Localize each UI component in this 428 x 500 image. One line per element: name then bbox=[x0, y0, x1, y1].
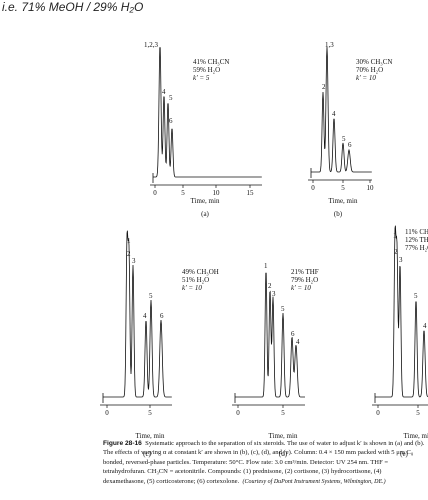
tick-label: 0 bbox=[236, 409, 240, 417]
condition: 21% THF bbox=[291, 268, 319, 276]
tick-label: 0 bbox=[153, 189, 157, 197]
axis-label: Time, min bbox=[329, 197, 358, 205]
condition: 49% CH₃OH bbox=[182, 268, 219, 276]
condition: 77% H₂O bbox=[405, 244, 428, 252]
peak-label: 4 bbox=[423, 322, 427, 330]
caption: Figure 28-16 Systematic approach to the … bbox=[103, 439, 425, 487]
peak-label: 4 bbox=[296, 338, 300, 346]
peak-label: 3 bbox=[399, 256, 403, 264]
condition: 70% H₂O bbox=[356, 66, 383, 74]
peak-label: 6 bbox=[169, 117, 173, 125]
peak-label: 1 bbox=[393, 232, 397, 240]
caption-credit: (Courtesy of DuPont Instrument Systems, … bbox=[242, 478, 386, 485]
panel-label: (a) bbox=[201, 210, 209, 218]
tick-label: 5 bbox=[341, 184, 345, 192]
condition: 41% CH₃CN bbox=[193, 58, 229, 66]
peak-label: 4 bbox=[143, 312, 147, 320]
chromatogram-trace bbox=[235, 272, 305, 398]
peak-label: 5 bbox=[281, 305, 285, 313]
figure-label: Figure 28-16 bbox=[103, 440, 142, 447]
condition: 12% THF bbox=[405, 236, 428, 244]
chromatogram-trace bbox=[103, 230, 172, 398]
peak-label: 5 bbox=[342, 135, 346, 143]
peak-label: 2 bbox=[394, 248, 398, 256]
tick-label: 5 bbox=[181, 189, 185, 197]
peak-label: 1,3 bbox=[325, 41, 334, 49]
condition: 11% CH₃CN bbox=[405, 228, 428, 236]
peak-label: 1,2,3 bbox=[144, 41, 159, 49]
axis-label: Time, min bbox=[136, 432, 165, 440]
tick-label: 5 bbox=[281, 409, 285, 417]
condition: k′ = 10 bbox=[291, 284, 311, 292]
peak-label: 6 bbox=[160, 312, 164, 320]
peak-label: 2 bbox=[127, 250, 131, 258]
peak-label: 6 bbox=[348, 141, 352, 149]
axis-label: Time, min bbox=[191, 197, 220, 205]
caption-text: Systematic approach to the separation of… bbox=[103, 440, 425, 485]
peak-label: 6 bbox=[291, 330, 295, 338]
peak-label: 1 bbox=[127, 237, 131, 245]
peak-label: 4 bbox=[332, 110, 336, 118]
chromatogram-trace bbox=[375, 225, 428, 398]
axis-label: Time, min bbox=[269, 432, 298, 440]
tick-label: 15 bbox=[247, 189, 255, 197]
peak-label: 2 bbox=[268, 282, 272, 290]
tick-label: 10 bbox=[213, 189, 221, 197]
panel-label: (b) bbox=[334, 210, 343, 218]
peak-label: 1 bbox=[264, 262, 268, 270]
peak-label: 3 bbox=[272, 290, 276, 298]
tick-label: 5 bbox=[148, 409, 152, 417]
tick-label: 0 bbox=[105, 409, 109, 417]
peak-label: 5 bbox=[149, 292, 153, 300]
panel-label: (e) bbox=[400, 450, 408, 458]
axis-label: Time, min bbox=[404, 432, 428, 440]
tick-label: 10 bbox=[367, 184, 375, 192]
tick-label: 0 bbox=[376, 409, 380, 417]
peak-label: 5 bbox=[414, 292, 418, 300]
peak-label: 3 bbox=[132, 257, 136, 265]
chromatogram-trace bbox=[153, 47, 262, 178]
condition: k′ = 10 bbox=[182, 284, 202, 292]
condition: k′ = 10 bbox=[356, 74, 376, 82]
chromatogram-trace bbox=[311, 46, 372, 173]
tick-label: 5 bbox=[416, 409, 420, 417]
panel-label: (d) bbox=[279, 450, 288, 458]
peak-label: 4 bbox=[162, 88, 166, 96]
condition: 51% H₂O bbox=[182, 276, 209, 284]
condition: 59% H₂O bbox=[193, 66, 220, 74]
peak-label: 5 bbox=[169, 94, 173, 102]
condition: 79% H₂O bbox=[291, 276, 318, 284]
panel-label: (c) bbox=[143, 450, 151, 458]
header-note: i.e. 71% MeOH / 29% H₂O bbox=[2, 0, 144, 14]
tick-label: 0 bbox=[311, 184, 315, 192]
condition: k′ = 5 bbox=[193, 74, 210, 82]
peak-label: 2 bbox=[322, 83, 326, 91]
condition: 30% CH₃CN bbox=[356, 58, 392, 66]
